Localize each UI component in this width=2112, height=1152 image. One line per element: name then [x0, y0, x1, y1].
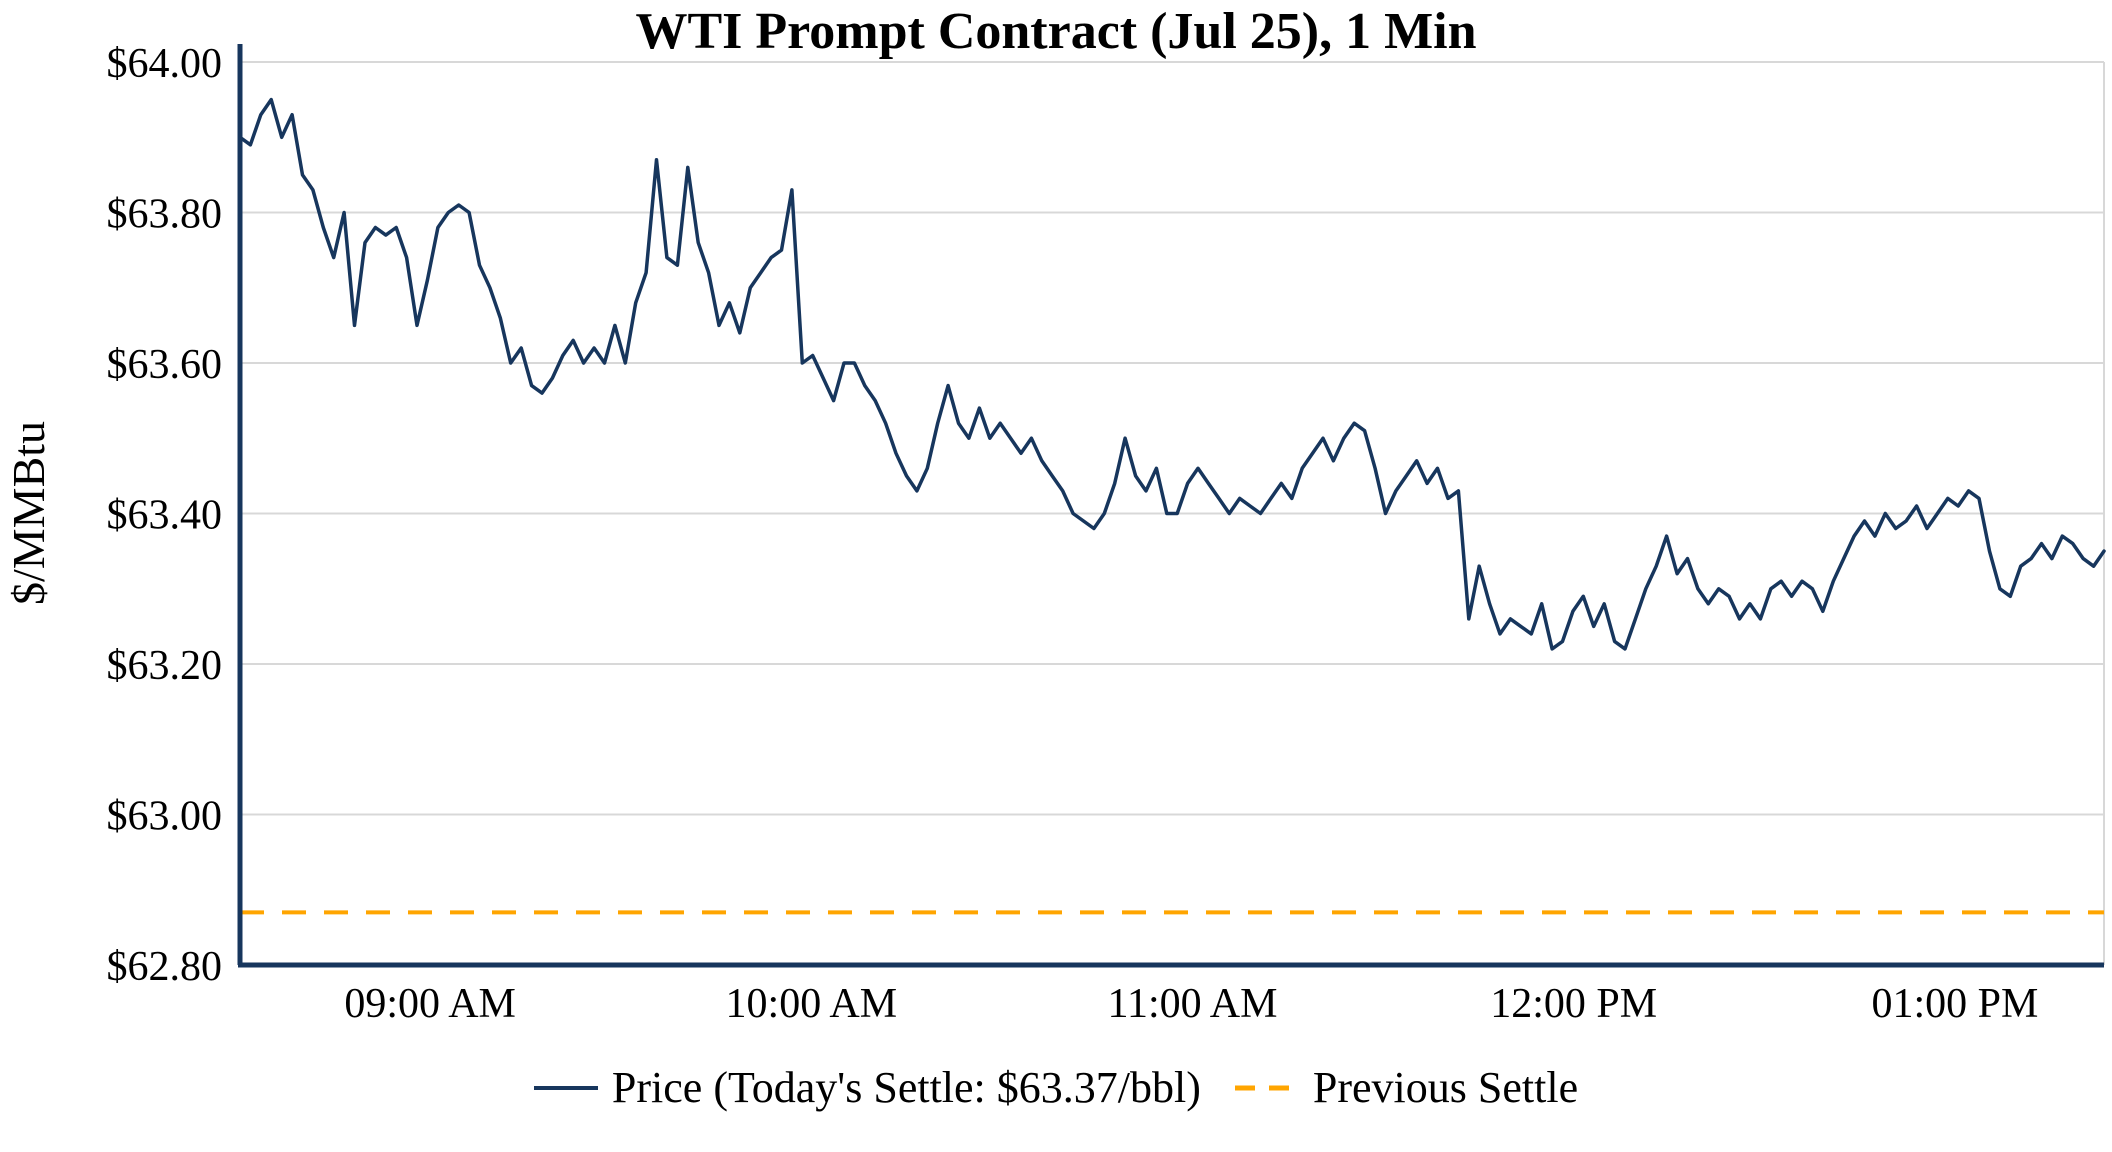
y-tick-label: $63.20: [107, 643, 223, 689]
legend-price-label: Price (Today's Settle: $63.37/bbl): [611, 1063, 1201, 1112]
price-line: [238, 97, 2106, 651]
y-axis-title: $/MMBtu: [3, 421, 54, 605]
x-tick-label: 01:00 PM: [1871, 981, 2038, 1027]
y-tick-label: $64.00: [107, 41, 223, 87]
legend-previous-settle-label: Previous Settle: [1312, 1063, 1579, 1112]
x-tick-label: 11:00 AM: [1108, 981, 1278, 1027]
x-tick-label: 10:00 AM: [726, 981, 898, 1027]
previous-settle-swatch: [1234, 1085, 1299, 1090]
y-tick-label: $62.80: [107, 944, 223, 990]
tick-layer: $64.00 $63.80 $63.60 $63.40 $63.20 $63.00 $62.…: [107, 41, 2039, 1027]
price-line-swatch: [533, 1085, 598, 1090]
legend-item-previous-settle: Previous Settle: [1234, 1062, 1579, 1113]
y-tick-label: $63.80: [107, 192, 223, 238]
x-tick-label: 09:00 AM: [344, 981, 516, 1027]
chart-title: WTI Prompt Contract (Jul 25), 1 Min: [635, 3, 1477, 60]
y-tick-label: $63.40: [107, 493, 223, 539]
y-tick-label: $63.60: [107, 342, 223, 388]
x-tick-label: 12:00 PM: [1490, 981, 1657, 1027]
legend-item-price: Price (Today's Settle: $63.37/bbl): [533, 1062, 1201, 1113]
legend: Price (Today's Settle: $63.37/bbl) Previ…: [0, 1062, 2112, 1113]
y-tick-label: $63.00: [107, 794, 223, 840]
